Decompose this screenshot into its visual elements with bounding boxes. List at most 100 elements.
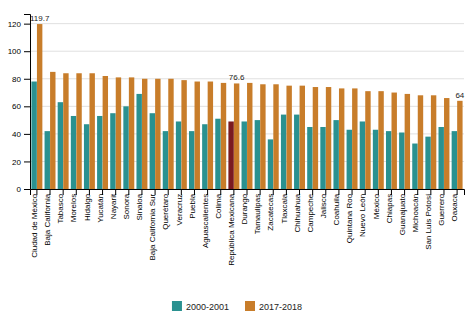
bar <box>339 88 344 189</box>
x-tick: Baja California <box>43 189 52 246</box>
bar <box>281 115 286 189</box>
value-labels: 119.776.664 <box>30 14 465 100</box>
bar <box>116 77 121 189</box>
plot: 119.776.664 0 20 40 60 80 100 120 Ciudad de Méxi… <box>8 14 465 266</box>
x-tick: Oaxaca <box>450 189 459 221</box>
bar <box>352 88 357 189</box>
bar <box>89 73 94 189</box>
x-tick: Chiapas <box>385 189 394 223</box>
bar <box>150 113 155 189</box>
x-tick-label: Ciudad de México <box>30 193 39 258</box>
grid-line <box>30 51 464 52</box>
bar <box>84 124 89 189</box>
y-axis-line <box>24 15 31 190</box>
y-tick-mark <box>24 106 30 107</box>
x-tick-label: Durango <box>240 193 249 224</box>
legend-swatch <box>245 301 255 311</box>
x-tick-label: Nuevo León <box>358 194 367 237</box>
x-tick: Quintana Roo <box>345 189 354 243</box>
bar <box>168 79 173 189</box>
bar <box>333 120 338 189</box>
y-tick-label: 60 <box>12 102 21 111</box>
y-tick-label: 40 <box>12 130 21 139</box>
x-tick: Yucatán <box>96 189 105 223</box>
legend-item: 2000-2001 <box>172 301 229 312</box>
x-tick: Tlaxcala <box>280 189 289 224</box>
bar <box>425 137 430 189</box>
x-tick-label: República Mexicana <box>227 193 236 266</box>
bar <box>242 121 247 189</box>
x-tick: Nayarit <box>109 189 118 219</box>
bar <box>320 127 325 189</box>
bar <box>189 131 194 189</box>
x-tick-label: México <box>372 193 381 219</box>
x-tick-label: Aguascalientes <box>201 194 210 248</box>
bar <box>452 131 457 189</box>
bar <box>58 102 63 189</box>
x-tick-label: Zacatecas <box>266 194 275 231</box>
x-tick-label: Tabasco <box>56 193 65 223</box>
value-label: 76.6 <box>229 73 245 82</box>
y-tick: 80 <box>12 75 30 84</box>
bar <box>45 131 50 189</box>
y-tick: 60 <box>12 102 30 111</box>
x-tick-label: Oaxaca <box>450 193 459 221</box>
bar <box>50 72 55 189</box>
bar <box>221 83 226 189</box>
x-tick-label: San Luis Potosí <box>424 193 433 250</box>
bar <box>202 124 207 189</box>
x-tick-label: Hidalgo <box>83 193 92 221</box>
x-tick: Ciudad de México <box>30 189 39 258</box>
x-tick: México <box>372 189 381 219</box>
grid-line <box>30 78 464 79</box>
x-tick-label: Yucatán <box>96 194 105 223</box>
bar <box>123 106 128 189</box>
bar <box>307 127 312 189</box>
x-tick-label: Morelos <box>69 194 78 222</box>
bar <box>392 93 397 189</box>
bar <box>260 84 265 189</box>
y-tick: 120 <box>8 20 30 29</box>
bar <box>268 139 273 189</box>
x-tick-label: Guerrero <box>437 193 446 226</box>
x-tick: Querétaro <box>161 189 170 230</box>
bar <box>273 84 278 189</box>
bar <box>155 79 160 189</box>
x-tick-label: Campeche <box>306 193 315 232</box>
bar <box>444 98 449 189</box>
legend-swatch <box>172 301 182 311</box>
x-tick: Guanajuato <box>398 189 407 235</box>
bar <box>386 131 391 189</box>
bar <box>347 130 352 189</box>
y-tick-mark <box>24 134 30 135</box>
x-tick-label: Guanajuato <box>398 193 407 235</box>
y-tick-mark <box>24 51 30 52</box>
x-tick: Puebla <box>188 189 197 219</box>
bar <box>412 144 417 189</box>
y-tick: 100 <box>8 47 30 56</box>
bar <box>31 82 36 189</box>
y-tick: 0 <box>17 185 30 194</box>
y-tick: 20 <box>12 158 30 167</box>
x-tick-label: Querétaro <box>161 193 170 230</box>
x-tick: Tabasco <box>56 189 65 224</box>
x-tick: Colima <box>214 189 223 219</box>
bar <box>76 73 81 189</box>
x-tick: Nuevo León <box>358 189 367 237</box>
x-tick: Guerrero <box>437 189 446 226</box>
x-tick-label: Jalisco <box>319 193 328 218</box>
bar <box>457 101 462 189</box>
x-tick-label: Quintana Roo <box>345 193 354 243</box>
y-tick: 40 <box>12 130 30 139</box>
bar <box>365 91 370 189</box>
x-tick-label: Sonora <box>122 193 131 219</box>
legend-label: 2000-2001 <box>186 302 229 312</box>
x-tick: República Mexicana <box>227 189 236 266</box>
x-tick: Campeche <box>306 189 315 232</box>
bar <box>378 91 383 189</box>
y-tick-label: 20 <box>12 158 21 167</box>
bar <box>405 94 410 189</box>
x-tick-label: Veracruz <box>175 194 184 226</box>
bar <box>97 116 102 189</box>
bar <box>208 82 213 189</box>
